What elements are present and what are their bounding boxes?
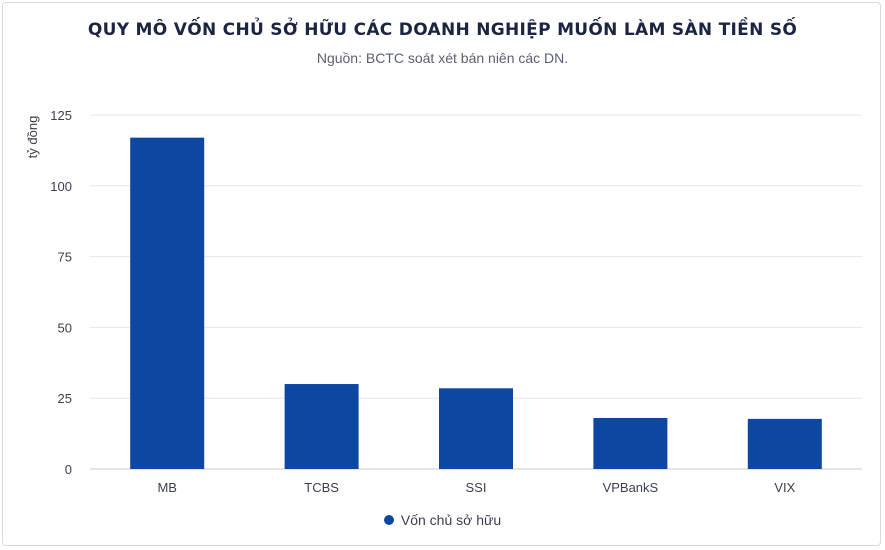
bars [130, 137, 822, 469]
y-tick-label: 100 [50, 179, 72, 194]
y-axis-ticks: 0 25 50 75 100 125 [50, 108, 72, 477]
legend[interactable]: Vốn chủ sở hữu [0, 512, 885, 528]
bar-tcbs[interactable] [284, 384, 359, 469]
y-tick-label: 25 [58, 391, 72, 406]
x-tick-label: SSI [466, 480, 487, 495]
bar-vpbanks[interactable] [593, 418, 668, 469]
y-axis-label: tỷ đồng [25, 116, 40, 159]
x-tick-label: MB [157, 480, 177, 495]
bar-vix[interactable] [747, 418, 822, 469]
x-tick-label: VIX [774, 480, 795, 495]
x-axis-ticks: MB TCBS SSI VPBankS VIX [157, 480, 795, 495]
chart-subtitle: Nguồn: BCTC soát xét bán niên các DN. [316, 50, 569, 66]
bar-ssi[interactable] [439, 388, 513, 469]
y-tick-label: 50 [58, 320, 72, 335]
y-tick-label: 0 [65, 462, 72, 477]
x-tick-label: TCBS [304, 480, 339, 495]
bar-mb[interactable] [130, 137, 205, 469]
y-tick-label: 125 [50, 108, 72, 123]
chart-title: QUY MÔ VỐN CHỦ SỞ HỮU CÁC DOANH NGHIỆP M… [87, 20, 798, 40]
legend-label: Vốn chủ sở hữu [400, 512, 502, 528]
x-tick-label: VPBankS [603, 480, 659, 495]
legend-marker [383, 515, 394, 525]
y-tick-label: 75 [58, 250, 72, 265]
gridlines [90, 114, 862, 470]
